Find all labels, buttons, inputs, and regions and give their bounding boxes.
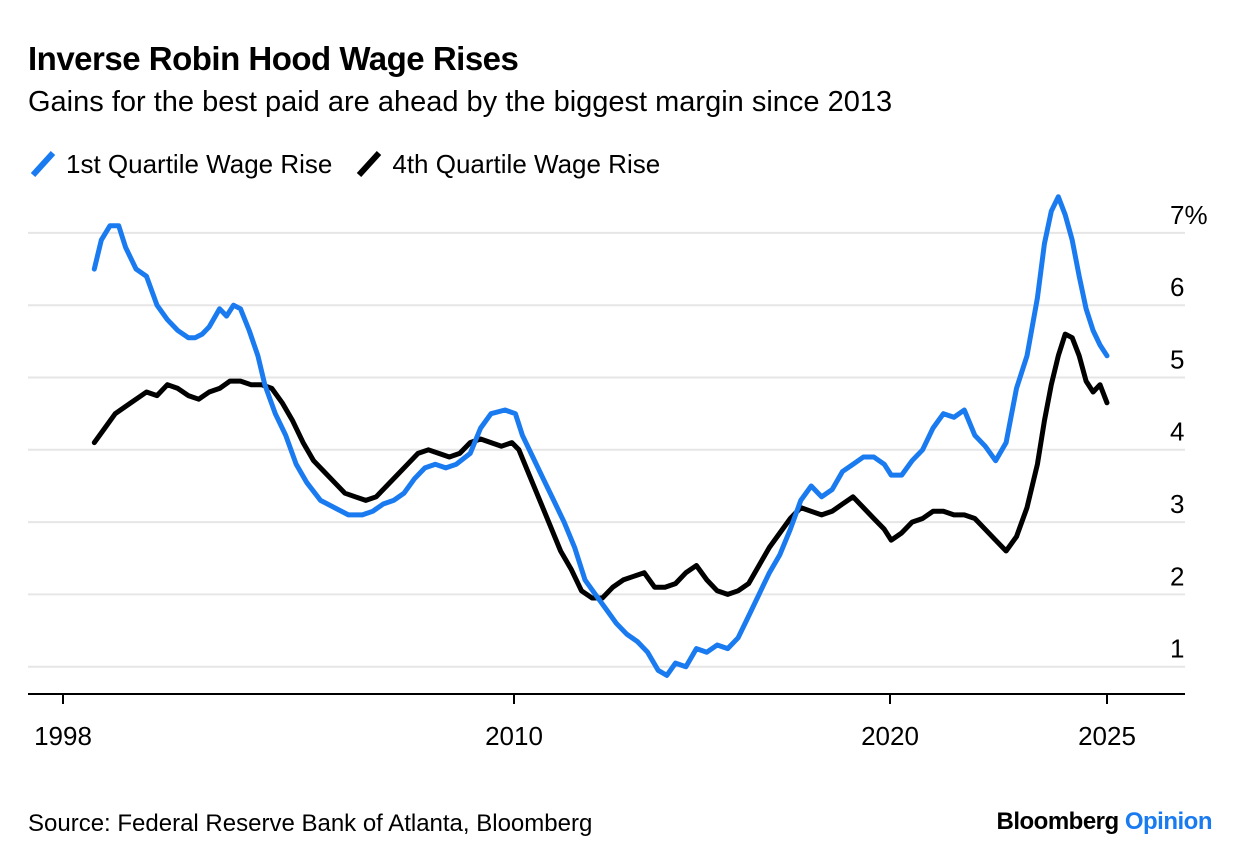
y-tick-label: 1	[1170, 634, 1184, 664]
gridlines	[28, 231, 1185, 668]
source-note: Source: Federal Reserve Bank of Atlanta,…	[28, 810, 593, 837]
x-tick-label: 2020	[861, 721, 919, 751]
y-tick-label: 4	[1170, 417, 1184, 447]
series-line-q1	[91, 194, 1110, 678]
x-axis-ticks: 1998 2010 2020 2025	[34, 694, 1136, 751]
series-line-q4	[91, 331, 1110, 601]
x-tick-label: 2010	[485, 721, 543, 751]
y-axis-ticks: 1 2 3 4 5 6 7%	[1170, 200, 1208, 664]
y-tick-label: 3	[1170, 489, 1184, 519]
x-tick-label: 2025	[1078, 721, 1136, 751]
legend-label-q4: 4th Quartile Wage Rise	[392, 148, 661, 179]
legend-swatch-q4	[357, 150, 382, 178]
y-tick-label: 7%	[1170, 200, 1208, 230]
chart-title: Inverse Robin Hood Wage Rises	[28, 40, 519, 77]
y-tick-label: 6	[1170, 272, 1184, 302]
brand-name: Bloomberg	[996, 808, 1120, 835]
series-lines	[91, 194, 1110, 678]
brand-suffix: Opinion	[1124, 808, 1213, 835]
chart-subtitle: Gains for the best paid are ahead by the…	[28, 86, 893, 118]
legend-item-q1: 1st Quartile Wage Rise	[28, 149, 332, 180]
legend-item-q4: 4th Quartile Wage Rise	[354, 149, 660, 180]
chart-legend: 1st Quartile Wage Rise 4th Quartile Wage…	[28, 146, 682, 182]
y-tick-label: 5	[1170, 344, 1184, 374]
legend-label-q1: 1st Quartile Wage Rise	[66, 148, 333, 179]
brand-logo: Bloomberg Opinion	[997, 808, 1213, 836]
x-tick-label: 1998	[34, 721, 92, 751]
legend-swatch-q1	[30, 150, 56, 178]
y-tick-label: 2	[1170, 561, 1184, 591]
